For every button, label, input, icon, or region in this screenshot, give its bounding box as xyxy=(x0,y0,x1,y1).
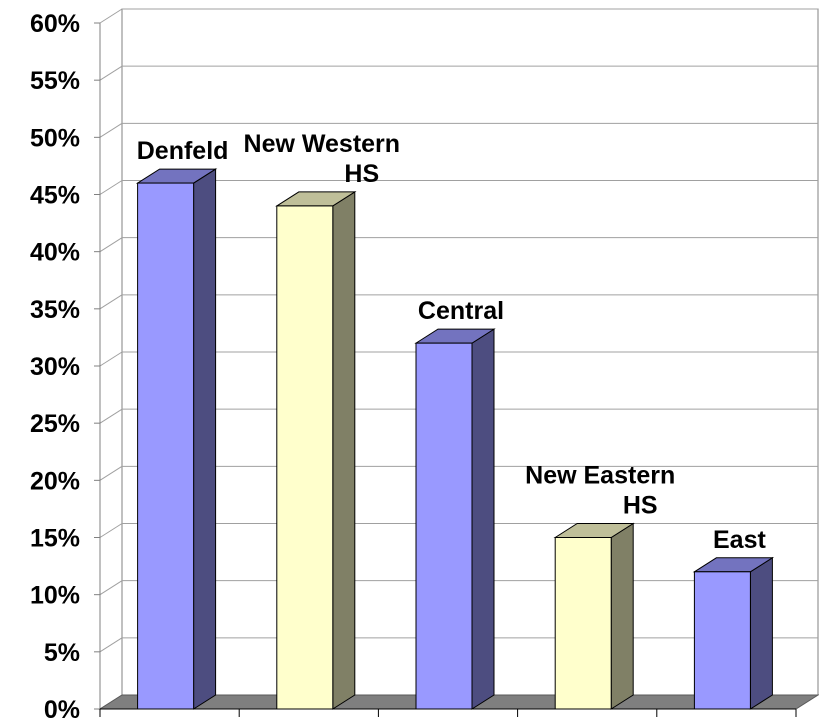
bar-east xyxy=(692,556,775,710)
bar-labels: Denfeld New Western HS Central New Eastern HS… xyxy=(137,130,767,554)
y-tick-label: 50% xyxy=(30,124,80,152)
side-gridline xyxy=(99,408,123,424)
side-gridline xyxy=(99,8,123,24)
side-gridline xyxy=(99,65,123,81)
y-tick-label: 35% xyxy=(30,296,80,324)
bar-side xyxy=(610,522,634,710)
y-tick-label: 5% xyxy=(44,639,80,667)
y-tick-label: 10% xyxy=(30,582,80,610)
bars xyxy=(135,168,775,710)
side-gridline xyxy=(99,180,123,195)
side-gridline xyxy=(99,294,123,310)
bar-front xyxy=(415,342,473,710)
side-gridline xyxy=(99,122,123,138)
bar-front xyxy=(693,571,751,710)
y-tick-label: 30% xyxy=(30,353,80,381)
bar-new-eastern-hs xyxy=(553,522,635,710)
side-gridline xyxy=(99,580,123,596)
bar-label: East xyxy=(713,526,766,554)
side-gridline xyxy=(99,465,123,481)
bar-label: Central xyxy=(418,297,504,325)
y-tick-label: 55% xyxy=(30,67,80,95)
bar-denfeld xyxy=(135,168,218,710)
y-tick-label: 45% xyxy=(30,182,80,210)
bar-new-western-hs xyxy=(275,191,357,710)
bar-front xyxy=(554,537,612,710)
bar-label: Denfeld xyxy=(137,137,229,165)
side-gridline xyxy=(99,351,123,367)
y-tick-label: 0% xyxy=(44,696,80,722)
bar-label: New Western HS xyxy=(244,130,401,188)
bar-central xyxy=(414,328,496,710)
bar-side xyxy=(193,168,217,710)
bar-side xyxy=(471,328,495,710)
y-tick-label: 25% xyxy=(30,410,80,438)
side-gridline xyxy=(99,523,123,538)
y-tick-label: 20% xyxy=(30,467,80,495)
side-gridline xyxy=(99,237,123,253)
y-tick-label: 40% xyxy=(30,239,80,267)
bar-side xyxy=(749,556,773,710)
side-gridline xyxy=(99,637,123,653)
bar-front xyxy=(276,205,334,710)
y-tick-label: 60% xyxy=(30,10,80,38)
y-tick-label: 15% xyxy=(30,525,80,553)
bar-side xyxy=(332,191,356,710)
y-tick-labels: 0% 5% 10% 15% 20% 25% 30% 35% 40% 45% 50% 55% 60% xyxy=(30,10,80,722)
bar-label: New Eastern HS xyxy=(525,462,675,520)
bar-front xyxy=(137,182,195,710)
